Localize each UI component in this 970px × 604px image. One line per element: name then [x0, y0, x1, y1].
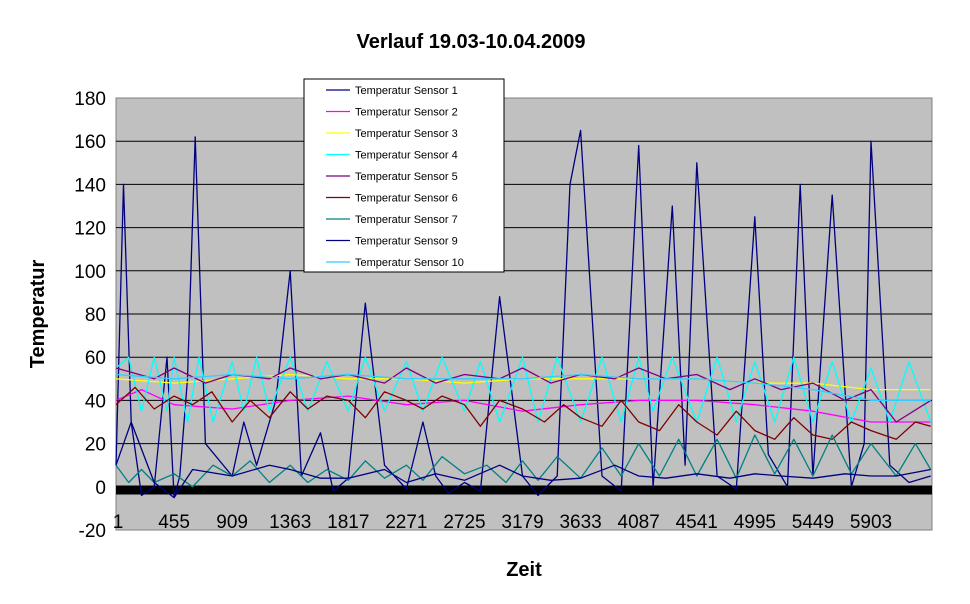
x-tick-label: 2725 — [443, 512, 485, 533]
legend-label: Temperatur Sensor 4 — [355, 150, 458, 162]
legend-label: Temperatur Sensor 2 — [355, 107, 458, 119]
y-tick-label: 120 — [74, 219, 106, 240]
x-tick-label: 5903 — [850, 512, 892, 533]
legend: Temperatur Sensor 1 Temperatur Sensor 2 Te… — [303, 78, 505, 273]
x-tick-label: 3633 — [559, 512, 601, 533]
y-axis-title: Temperatur — [27, 260, 49, 369]
legend-label: Temperatur Sensor 3 — [355, 128, 458, 140]
x-tick-label: 4541 — [676, 512, 718, 533]
series-line-2 — [115, 388, 931, 423]
chart-title: Verlauf 19.03-10.04.2009 — [356, 31, 585, 53]
x-tick-label: 4995 — [734, 512, 776, 533]
x-tick-label: 1363 — [269, 512, 311, 533]
legend-label: Temperatur Sensor 5 — [355, 171, 458, 183]
legend-label: Temperatur Sensor 1 — [355, 85, 458, 97]
legend-label: Temperatur Sensor 10 — [355, 257, 464, 269]
y-tick-labels: -20 0 20 40 60 80 100 120 140 160 180 — [74, 89, 106, 542]
y-tick-label: 100 — [74, 262, 106, 283]
x-tick-label: 455 — [158, 512, 190, 533]
x-tick-labels: 1 455 909 1363 1817 2271 2725 3179 3633 4087 4541 4… — [113, 512, 892, 533]
y-tick-label: 40 — [85, 391, 106, 412]
y-tick-label: 180 — [74, 89, 106, 110]
legend-label: Temperatur Sensor 6 — [355, 193, 458, 205]
x-tick-label: 2271 — [385, 512, 427, 533]
y-tick-label: 20 — [85, 435, 106, 456]
series-line-6 — [115, 386, 931, 440]
series-lines — [115, 129, 932, 499]
y-tick-label: 80 — [85, 305, 106, 326]
series-line-8 — [115, 421, 931, 499]
x-tick-label: 1 — [113, 512, 124, 533]
series-line-1 — [115, 129, 931, 499]
x-axis-title: Zeit — [506, 559, 542, 581]
y-tick-label: 160 — [74, 132, 106, 153]
series-line-9 — [115, 373, 931, 402]
y-tick-label: -20 — [79, 521, 106, 542]
x-tick-label: 909 — [216, 512, 248, 533]
series-line-4 — [115, 356, 932, 423]
y-tick-label: 60 — [85, 348, 106, 369]
x-tick-label: 4087 — [618, 512, 660, 533]
x-tick-label: 5449 — [792, 512, 834, 533]
x-tick-label: 3179 — [501, 512, 543, 533]
y-tick-label: 140 — [74, 175, 106, 196]
legend-label: Temperatur Sensor 7 — [355, 214, 458, 226]
x-tick-label: 1817 — [327, 512, 369, 533]
y-tick-label: 0 — [95, 478, 106, 499]
legend-label: Temperatur Sensor 9 — [355, 236, 458, 248]
